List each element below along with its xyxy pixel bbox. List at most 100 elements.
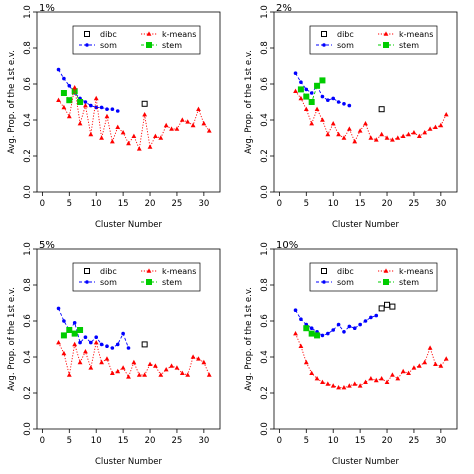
data-point-k-means: [142, 112, 148, 117]
x-tick-label: 15: [355, 199, 366, 209]
legend: dibc k-means som stem: [72, 262, 201, 292]
legend-label-som: som: [337, 41, 354, 50]
data-point-k-means: [314, 376, 320, 381]
x-axis-label: Cluster Number: [332, 457, 400, 467]
data-point-k-means: [336, 131, 341, 137]
data-point-som: [99, 105, 104, 110]
x-tick-label: 25: [409, 199, 420, 209]
x-axis-label: Cluster Number: [332, 220, 400, 230]
data-point-k-means: [136, 146, 142, 151]
data-point-stem: [303, 93, 310, 100]
x-tick-label: 20: [145, 436, 156, 446]
data-point-som: [320, 94, 325, 99]
data-point-som: [309, 326, 314, 331]
data-point-som: [347, 103, 352, 108]
data-point-k-means: [352, 139, 358, 144]
data-point-k-means: [346, 383, 352, 388]
data-point-k-means: [384, 379, 390, 384]
data-point-k-means: [115, 124, 121, 129]
legend-label-dibc: dibc: [337, 30, 354, 39]
legend-marker-stem: [146, 279, 152, 285]
data-point-k-means: [363, 121, 368, 126]
data-point-k-means: [190, 122, 196, 128]
data-point-k-means: [174, 126, 180, 131]
data-point-k-means: [443, 112, 449, 117]
data-point-som: [352, 326, 357, 331]
plot-frame: [273, 11, 458, 193]
data-point-k-means: [320, 379, 325, 384]
x-tick-label: 15: [118, 199, 129, 209]
data-point-k-means: [201, 359, 207, 365]
data-point-k-means: [427, 345, 433, 350]
data-point-k-means: [357, 128, 363, 133]
data-point-som: [299, 317, 303, 322]
legend-marker-stem: [146, 42, 152, 48]
data-point-som: [115, 109, 120, 113]
y-tick-label: 0.6: [260, 314, 270, 328]
data-point-som: [83, 335, 88, 340]
legend-marker-som: [85, 280, 89, 284]
data-point-k-means: [104, 113, 110, 119]
data-point-k-means: [427, 126, 433, 131]
data-point-k-means: [109, 370, 115, 375]
y-tick-label: 0.4: [260, 350, 270, 364]
y-tick-label: 0.0: [260, 185, 270, 199]
x-tick-label: 10: [328, 436, 339, 446]
series-line-stem: [63, 90, 81, 103]
x-tick-label: 20: [382, 436, 393, 446]
data-point-k-means: [330, 383, 336, 388]
data-point-k-means: [411, 365, 417, 370]
data-point-stem: [60, 90, 67, 96]
data-point-k-means: [126, 140, 131, 146]
data-point-k-means: [93, 340, 99, 345]
data-point-som: [374, 313, 379, 318]
data-point-k-means: [206, 128, 212, 133]
legend-label-k-means: k-means: [162, 30, 196, 39]
legend: dibc k-means som stem: [309, 262, 438, 292]
legend-label-dibc: dibc: [100, 30, 117, 39]
data-point-som: [56, 306, 61, 311]
data-point-som: [331, 328, 336, 332]
x-tick-label: 25: [409, 436, 420, 446]
series-som: [293, 308, 379, 338]
series-dibc: [378, 301, 396, 312]
data-point-dibc: [378, 305, 385, 312]
legend-label-stem: stem: [162, 41, 182, 50]
data-point-som: [304, 87, 309, 92]
data-point-k-means: [422, 130, 428, 135]
data-point-k-means: [373, 137, 379, 142]
data-point-som: [83, 100, 88, 104]
data-point-stem: [303, 325, 310, 332]
series-line-k-means: [58, 87, 210, 151]
data-point-k-means: [88, 131, 94, 137]
data-point-k-means: [438, 122, 444, 128]
data-point-k-means: [83, 103, 88, 108]
series-stem: [303, 325, 321, 339]
data-point-k-means: [131, 133, 137, 138]
legend-marker-dibc: [321, 268, 327, 274]
y-tick-label: 0.4: [23, 113, 33, 127]
legend-label-som: som: [100, 278, 117, 287]
panel-3: 5% 0 5 10 15 20 25 30 0.0 0.2 0.4 0.6 0.8 1.0 Cluster …: [7, 240, 221, 467]
panel-4: 10% 0 5 10 15 20 25 30 0.0 0.2 0.4 0.6 0.8 1.0 Cluster…: [244, 240, 458, 467]
y-tick-label: 0.6: [260, 77, 270, 91]
data-point-k-means: [433, 361, 438, 366]
data-point-som: [115, 342, 120, 347]
legend-marker-dibc: [84, 31, 90, 37]
data-point-k-means: [406, 370, 411, 375]
x-tick-label: 20: [382, 199, 393, 209]
legend: dibc k-means som stem: [309, 25, 438, 55]
data-point-stem: [308, 330, 315, 337]
data-point-dibc: [384, 301, 391, 308]
data-point-som: [336, 322, 341, 327]
data-point-k-means: [363, 379, 368, 384]
panel-title: 5%: [39, 240, 55, 251]
data-point-k-means: [120, 130, 126, 135]
y-tick-label: 0.0: [23, 185, 33, 199]
data-point-k-means: [158, 372, 164, 377]
legend-marker-k-means: [383, 268, 389, 273]
series-line-k-means: [58, 342, 210, 378]
legend-label-k-means: k-means: [399, 267, 433, 276]
data-point-som: [126, 346, 131, 350]
